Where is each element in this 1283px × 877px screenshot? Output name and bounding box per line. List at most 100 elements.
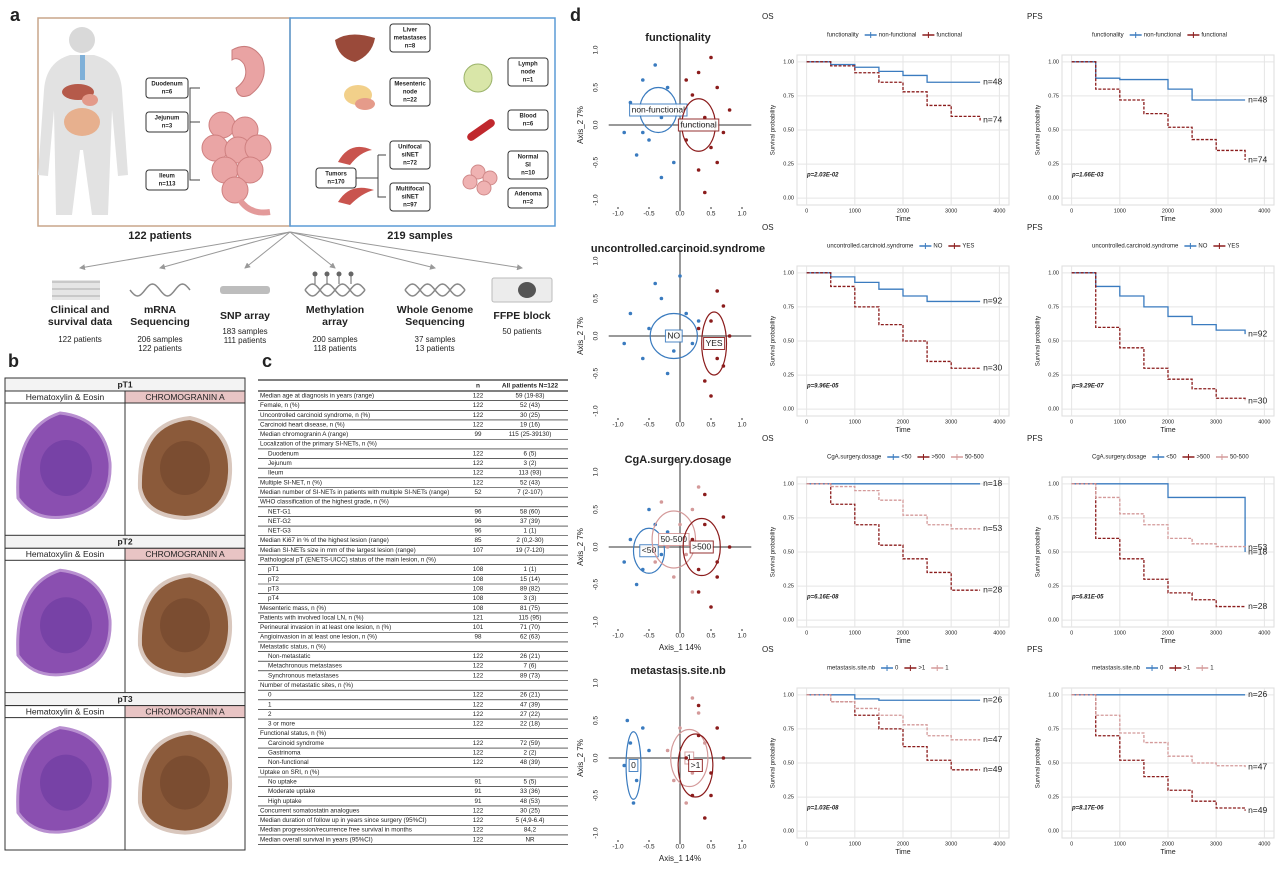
organ-intestine xyxy=(64,108,100,136)
y-tick-label: 0.00 xyxy=(1048,618,1059,624)
row-title: pT2 xyxy=(117,537,132,547)
pca-point xyxy=(691,590,695,594)
group-label: YES xyxy=(706,338,723,348)
table-cell: 48 (53) xyxy=(520,798,540,805)
pca-point xyxy=(697,568,701,572)
y-tick-label: 0.25 xyxy=(783,584,794,590)
p-value: p=1.66E-03 xyxy=(1071,173,1104,179)
pca-point xyxy=(697,319,701,323)
output-detail: 13 patients xyxy=(415,344,454,353)
x-tick-label: 1000 xyxy=(849,208,861,214)
legend-label: YES xyxy=(1227,244,1239,250)
legend-label: >500 xyxy=(1196,455,1210,461)
table-cell: NR xyxy=(525,836,535,843)
y-tick-label: 0.50 xyxy=(783,338,794,344)
x-tick-label: 1000 xyxy=(849,419,861,425)
panel-letter: b xyxy=(8,351,19,371)
table-cell: Ileum xyxy=(268,470,283,477)
pca-point xyxy=(709,605,713,609)
table-cell: 122 xyxy=(473,836,484,843)
table-cell: 122 xyxy=(473,817,484,824)
table-cell: 1 (1) xyxy=(524,566,537,573)
y-tick-label: 0.75 xyxy=(1048,93,1059,99)
pca-point xyxy=(684,553,688,557)
pca-point xyxy=(622,342,626,346)
pca-point xyxy=(715,86,719,90)
n-label: n=28 xyxy=(983,584,1002,594)
table-cell: 108 xyxy=(473,595,484,602)
pca-point xyxy=(722,131,726,135)
table-cell: 115 (95) xyxy=(519,614,542,621)
figure: aDuodenumn=6Jejunumn=3Ileumn=113Livermet… xyxy=(0,0,1283,877)
legend-label: >1 xyxy=(1183,666,1191,672)
methyl-ball xyxy=(313,272,318,277)
x-tick-label: 1.0 xyxy=(737,211,746,218)
x-tick-label: 1000 xyxy=(1114,208,1126,214)
table-cell: NET-G2 xyxy=(268,518,291,525)
stain-label: Hematoxylin & Eosin xyxy=(26,706,105,716)
pca-point xyxy=(678,726,682,730)
table-cell: 71 (70) xyxy=(520,624,540,631)
y-tick-label: 0.50 xyxy=(1048,127,1059,133)
pca-point xyxy=(728,334,732,338)
y-tick-label: 0.0 xyxy=(593,753,600,762)
pca-point xyxy=(691,93,695,97)
x-tick-label: 3000 xyxy=(945,419,957,425)
table-cell: 122 xyxy=(473,479,484,486)
table-cell: Moderate uptake xyxy=(268,788,316,795)
table-cell: Functional status, n (%) xyxy=(260,730,326,737)
y-tick-label: 0.25 xyxy=(1048,373,1059,379)
y-tick-label: 0.00 xyxy=(1048,196,1059,202)
km-title: PFS xyxy=(1027,12,1043,21)
table-cell: 108 xyxy=(473,566,484,573)
p-value: p=1.03E-08 xyxy=(806,806,839,812)
table-cell: Carcinoid heart disease, n (%) xyxy=(260,421,345,428)
table-cell: 26 (21) xyxy=(520,692,540,699)
sample-label: metastases xyxy=(394,36,427,42)
table-cell: Angioinvasion in at least one lesion, n … xyxy=(260,634,377,641)
y-tick-label: -1.0 xyxy=(593,405,600,417)
y-tick-label: 0.25 xyxy=(1048,795,1059,801)
stain-label: Hematoxylin & Eosin xyxy=(26,549,105,559)
table-cell: 30 (25) xyxy=(520,412,540,419)
x-tick-label: 0 xyxy=(805,841,808,847)
x-tick-label: 4000 xyxy=(993,841,1005,847)
pca-title: functionality xyxy=(645,32,711,44)
y-tick-label: 0.0 xyxy=(593,331,600,340)
panel-letter: a xyxy=(10,5,21,25)
caption: 122 patients xyxy=(128,230,192,242)
table-cell: 107 xyxy=(473,547,484,554)
sample-label: Adenoma xyxy=(514,192,542,198)
x-tick-label: 4000 xyxy=(1258,208,1270,214)
table-cell: 89 (82) xyxy=(520,585,540,592)
km-title: OS xyxy=(762,434,774,443)
table-cell: pT1 xyxy=(268,566,279,573)
pca-point xyxy=(722,515,726,519)
table-cell: 47 (39) xyxy=(520,701,540,708)
x-tick-label: 3000 xyxy=(1210,841,1222,847)
y-axis-label: Survival probability xyxy=(1036,527,1042,577)
table-cell: Median chromogranin A (range) xyxy=(260,431,348,438)
legend-label: <50 xyxy=(1166,455,1177,461)
y-axis-label: Survival probability xyxy=(771,105,777,155)
x-axis-label: Time xyxy=(895,638,910,645)
table-cell: 84,2 xyxy=(524,827,537,834)
table-cell: Perineural invasion in at least one lesi… xyxy=(260,624,391,631)
km-title: PFS xyxy=(1027,645,1043,654)
p-value: p=6.81E-05 xyxy=(1071,595,1104,601)
x-tick-label: 2000 xyxy=(1162,208,1174,214)
p-value: p=9.96E-05 xyxy=(806,384,839,390)
pca-point xyxy=(653,282,657,286)
y-tick-label: -1.0 xyxy=(593,827,600,839)
sample-label: n=8 xyxy=(405,44,416,50)
sample-label: n=170 xyxy=(327,180,345,186)
pca-title: metastasis.site.nb xyxy=(630,665,726,677)
x-tick-label: 0 xyxy=(1070,630,1073,636)
table-cell: 122 xyxy=(473,470,484,477)
pca-point xyxy=(703,379,707,383)
sample-label: Mesenteric xyxy=(394,82,426,88)
pca-point xyxy=(672,575,676,579)
panel-letter: c xyxy=(262,351,272,371)
methyl-ball xyxy=(349,272,354,277)
pca-point xyxy=(715,161,719,165)
